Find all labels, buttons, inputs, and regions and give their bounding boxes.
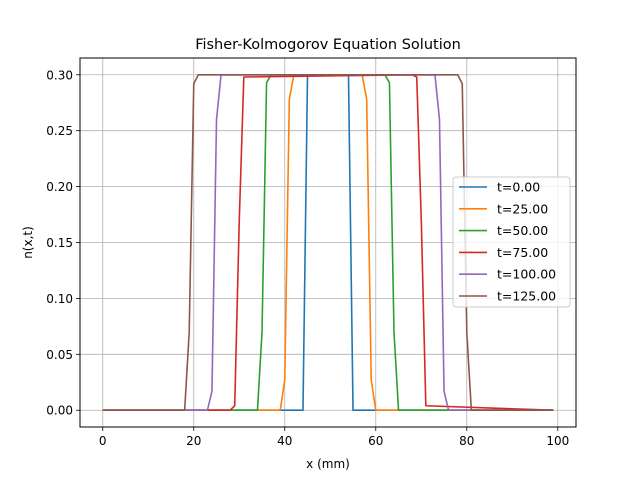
chart-title: Fisher-Kolmogorov Equation Solution	[195, 37, 461, 53]
y-tick-label: 0.00	[46, 404, 73, 418]
y-tick-label: 0.25	[46, 124, 73, 138]
y-tick-label: 0.15	[46, 236, 73, 250]
series-line-t-125-00	[102, 73, 554, 412]
legend-box	[452, 176, 571, 308]
y-tick-label: 0.20	[46, 180, 73, 194]
series-line-t-75-00	[102, 73, 554, 412]
y-tick-label: 0.30	[46, 68, 73, 82]
x-tick-label: 60	[368, 434, 383, 448]
legend-label: t=75.00	[497, 245, 548, 260]
legend-label: t=100.00	[497, 267, 556, 282]
x-tick-label: 100	[546, 434, 569, 448]
legend-label: t=25.00	[497, 201, 548, 216]
x-tick-label: 20	[186, 434, 201, 448]
legend: t=0.00 t=25.00 t=50.00 t=75.00 t=100.00 t=125…	[452, 176, 571, 308]
legend-label: t=0.00	[497, 180, 540, 195]
legend-label: t=50.00	[497, 223, 548, 238]
x-axis-label: x (mm)	[306, 457, 350, 471]
y-axis-label: n(x,t)	[21, 226, 35, 259]
data-series	[102, 73, 554, 412]
x-tick-label: 0	[99, 434, 107, 448]
y-tick-label: 0.10	[46, 292, 73, 306]
x-tick-label: 80	[459, 434, 474, 448]
x-tick-label: 40	[277, 434, 292, 448]
axis-ticks: 0 20 40 60 80 100 0.00 0.05 0.10 0.15 0.20 0.25 0.30	[46, 68, 569, 448]
y-tick-label: 0.05	[46, 348, 73, 362]
legend-label: t=125.00	[497, 289, 556, 304]
